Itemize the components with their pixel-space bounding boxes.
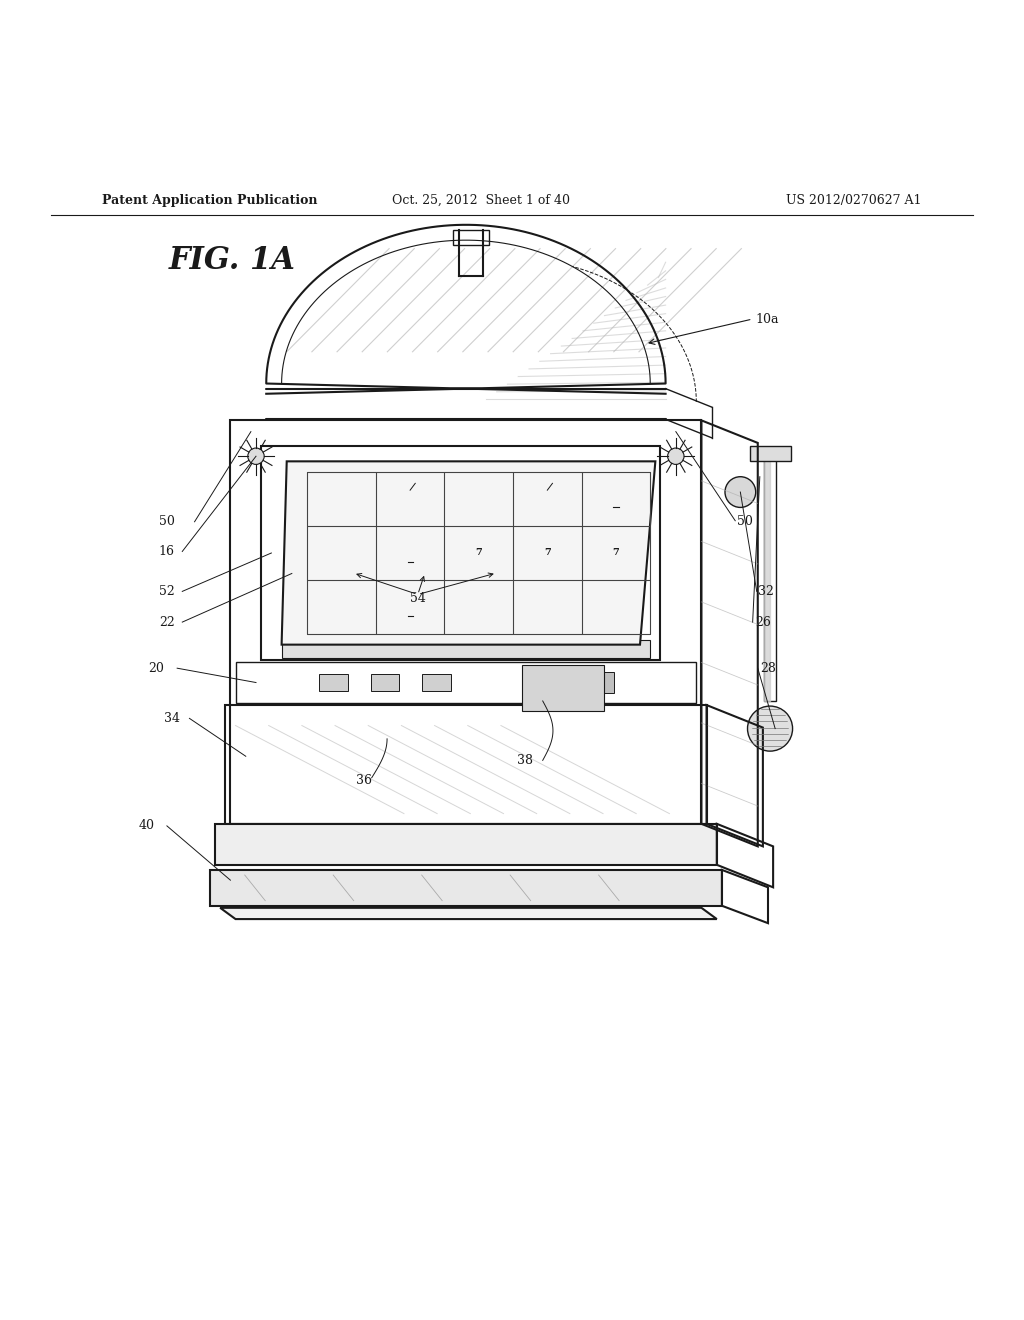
Bar bbox=[282, 639, 650, 657]
Bar bbox=[553, 672, 614, 693]
Text: 26: 26 bbox=[755, 615, 771, 628]
Text: 20: 20 bbox=[148, 661, 165, 675]
Text: 32: 32 bbox=[758, 585, 774, 598]
Text: 36: 36 bbox=[356, 775, 373, 787]
Text: 7: 7 bbox=[612, 549, 620, 557]
Circle shape bbox=[248, 447, 264, 465]
Text: 34: 34 bbox=[164, 711, 180, 725]
Polygon shape bbox=[282, 462, 655, 644]
Bar bbox=[422, 675, 451, 690]
Bar bbox=[210, 870, 722, 906]
Bar bbox=[453, 230, 489, 246]
Circle shape bbox=[725, 477, 756, 507]
Bar bbox=[319, 675, 348, 690]
Bar bbox=[750, 446, 791, 462]
Text: 16: 16 bbox=[159, 545, 175, 558]
Bar bbox=[230, 420, 701, 824]
Text: US 2012/0270627 A1: US 2012/0270627 A1 bbox=[786, 194, 922, 207]
Text: 50: 50 bbox=[159, 515, 175, 528]
Bar bbox=[236, 663, 696, 704]
Text: 7: 7 bbox=[475, 549, 482, 557]
Text: Oct. 25, 2012  Sheet 1 of 40: Oct. 25, 2012 Sheet 1 of 40 bbox=[392, 194, 570, 207]
Bar bbox=[764, 457, 776, 701]
Text: FIG. 1A: FIG. 1A bbox=[169, 246, 296, 276]
Circle shape bbox=[748, 706, 793, 751]
Text: 38: 38 bbox=[517, 754, 534, 767]
Bar bbox=[261, 446, 660, 660]
Text: 22: 22 bbox=[159, 615, 174, 628]
Text: 52: 52 bbox=[159, 585, 174, 598]
Bar bbox=[225, 705, 707, 824]
Text: 10a: 10a bbox=[756, 313, 779, 326]
Bar bbox=[522, 665, 604, 711]
Bar bbox=[215, 824, 717, 865]
Text: 50: 50 bbox=[737, 515, 754, 528]
Polygon shape bbox=[220, 908, 717, 919]
Text: 7: 7 bbox=[544, 549, 551, 557]
Text: 40: 40 bbox=[138, 820, 155, 833]
Text: 54: 54 bbox=[410, 593, 426, 605]
Text: 28: 28 bbox=[760, 661, 776, 675]
Circle shape bbox=[668, 447, 684, 465]
Text: Patent Application Publication: Patent Application Publication bbox=[102, 194, 317, 207]
Bar bbox=[371, 675, 399, 690]
